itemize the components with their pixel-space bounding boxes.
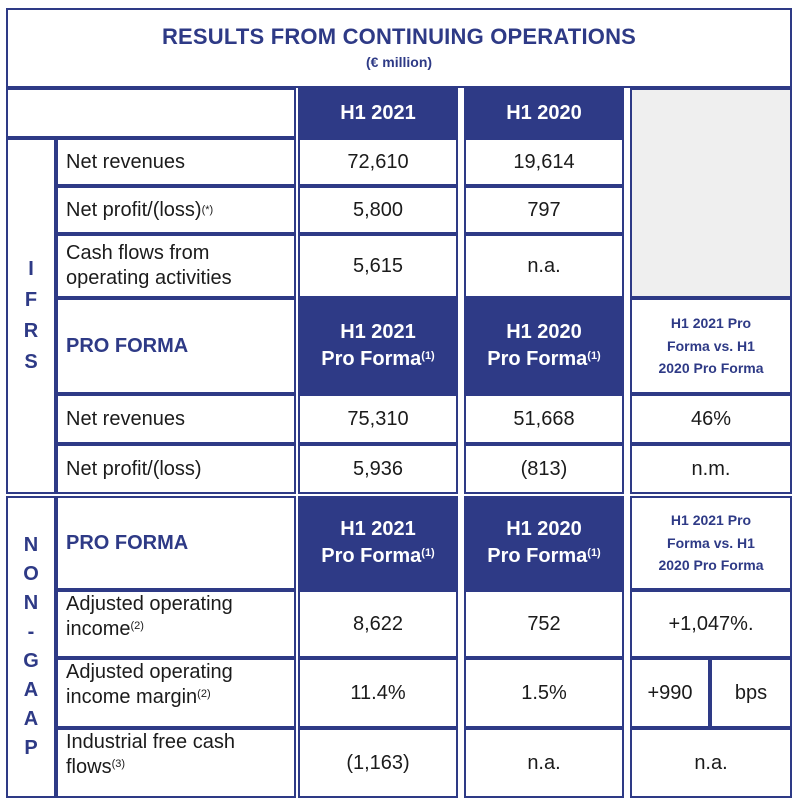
header-line: H1 2020 — [506, 518, 582, 540]
pro-forma-label: PRO FORMA — [56, 496, 296, 590]
row-label-text: flows(3) — [66, 756, 126, 778]
side-label-ifrs: I F R S — [6, 138, 56, 494]
table-cell: 797 — [464, 186, 624, 234]
header-h1-2021: H1 2021 — [298, 88, 458, 138]
side-letter: F — [24, 289, 38, 311]
table-cell: (1,163) — [298, 728, 458, 798]
side-letter: R — [23, 320, 39, 342]
table-cell: n.a. — [464, 728, 624, 798]
header-h1-2021-pro-forma: H1 2021 Pro Forma(1) — [298, 496, 458, 590]
row-label-text: Adjusted operating — [66, 593, 233, 615]
header-line: H1 2020 — [506, 321, 582, 343]
table-cell: 8,622 — [298, 590, 458, 658]
table-cell: 51,668 — [464, 394, 624, 444]
table-cell: 11.4% — [298, 658, 458, 728]
header-line: Pro Forma(1) — [321, 545, 435, 567]
side-letter: N — [23, 592, 39, 614]
row-label-text: Industrial free cash — [66, 731, 235, 753]
side-letter: N — [23, 534, 39, 556]
table-cell: 5,615 — [298, 234, 458, 298]
header-line: H1 2021 — [340, 518, 416, 540]
table-cell: (813) — [464, 444, 624, 494]
row-label: Adjusted operating income(2) — [56, 590, 296, 658]
header-h1-2020-pro-forma: H1 2020 Pro Forma(1) — [464, 298, 624, 394]
row-label: Cash flows from operating activities — [56, 234, 296, 298]
row-label: Industrial free cash flows(3) — [56, 728, 296, 798]
row-label-text: income(2) — [66, 618, 144, 640]
header-comparison: H1 2021 Pro Forma vs. H1 2020 Pro Forma — [630, 496, 792, 590]
footnote-marker: (1) — [587, 350, 601, 362]
footnote-marker: (2) — [130, 620, 144, 632]
header-h1-2020-pro-forma: H1 2020 Pro Forma(1) — [464, 496, 624, 590]
row-label-text: income margin(2) — [66, 686, 211, 708]
side-letter: S — [24, 351, 38, 373]
table-cell: n.m. — [630, 444, 792, 494]
footnote-marker: (2) — [197, 688, 211, 700]
table-cell: +1,047%. — [630, 590, 792, 658]
header-line: H1 2021 Pro — [670, 512, 752, 529]
table-cell: 1.5% — [464, 658, 624, 728]
header-comparison: H1 2021 Pro Forma vs. H1 2020 Pro Forma — [630, 298, 792, 394]
header-h1-2020: H1 2020 — [464, 88, 624, 138]
row-label: Net profit/(loss) (*) — [56, 186, 296, 234]
table-cell: 19,614 — [464, 138, 624, 186]
header-grey-cell — [630, 88, 792, 298]
table-cell: 75,310 — [298, 394, 458, 444]
table-cell: +990 — [630, 658, 710, 728]
header-line: H1 2021 Pro — [670, 315, 752, 332]
header-line: 2020 Pro Forma — [658, 360, 764, 377]
table-cell: 752 — [464, 590, 624, 658]
side-label-non-gaap: N O N - G A A P — [6, 496, 56, 798]
footnote-marker: (1) — [587, 547, 601, 559]
header-line: Forma vs. H1 — [667, 534, 755, 551]
row-label-text: Net revenues — [66, 150, 185, 173]
side-letter: O — [23, 563, 39, 585]
side-letter: I — [28, 258, 34, 280]
table-cell: 5,800 — [298, 186, 458, 234]
header-empty-cell — [6, 88, 296, 138]
table-subtitle: (€ million) — [365, 54, 433, 70]
table-title-box: RESULTS FROM CONTINUING OPERATIONS (€ mi… — [6, 8, 792, 88]
header-h1-2021-pro-forma: H1 2021 Pro Forma(1) — [298, 298, 458, 394]
header-line: Pro Forma(1) — [321, 348, 435, 370]
row-label: Net revenues — [56, 394, 296, 444]
table-cell: 46% — [630, 394, 792, 444]
table-cell: n.a. — [464, 234, 624, 298]
header-line: H1 2021 — [340, 321, 416, 343]
footnote-marker: (1) — [421, 350, 435, 362]
header-line: Pro Forma(1) — [487, 545, 601, 567]
table-cell: 72,610 — [298, 138, 458, 186]
pro-forma-label: PRO FORMA — [56, 298, 296, 394]
table-cell: 5,936 — [298, 444, 458, 494]
side-letter: A — [23, 708, 39, 730]
header-line: Pro Forma(1) — [487, 348, 601, 370]
row-label-text: Net profit/(loss) — [66, 198, 202, 221]
row-label: Net revenues — [56, 138, 296, 186]
header-line: Forma vs. H1 — [667, 337, 755, 354]
side-letter: G — [23, 650, 39, 672]
header-line: 2020 Pro Forma — [658, 557, 764, 574]
side-letter: P — [24, 737, 38, 759]
footnote-marker: (3) — [111, 758, 126, 770]
table-cell: n.a. — [630, 728, 792, 798]
row-label: Adjusted operating income margin(2) — [56, 658, 296, 728]
table-title: RESULTS FROM CONTINUING OPERATIONS — [161, 24, 637, 49]
row-label: Net profit/(loss) — [56, 444, 296, 494]
side-letter: - — [27, 621, 35, 643]
table-cell: bps — [710, 658, 792, 728]
row-label-text: Adjusted operating — [66, 661, 233, 683]
side-letter: A — [23, 679, 39, 701]
row-label-text: Cash flows from operating activities — [66, 242, 232, 289]
footnote-marker: (1) — [421, 547, 435, 559]
